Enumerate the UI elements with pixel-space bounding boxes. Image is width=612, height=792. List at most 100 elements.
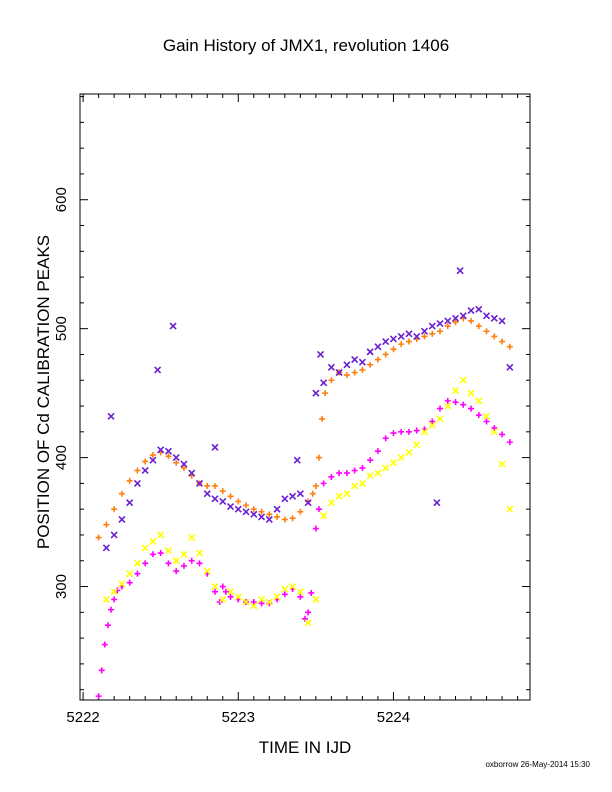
data-point: [235, 498, 242, 505]
data-point: [429, 418, 436, 425]
data-point: [258, 508, 265, 515]
data-point: [305, 609, 312, 616]
data-point: [180, 562, 187, 569]
data-point: [452, 319, 459, 326]
data-point: [211, 495, 219, 503]
data-point: [413, 332, 421, 340]
data-point: [315, 454, 322, 461]
data-point: [180, 464, 187, 471]
data-point: [390, 430, 397, 437]
data-point: [157, 531, 165, 539]
data-point: [490, 428, 498, 436]
data-point: [126, 477, 133, 484]
data-point: [180, 550, 188, 558]
data-point: [164, 447, 173, 455]
data-point: [468, 405, 475, 412]
x-tick-label: 5223: [222, 709, 255, 726]
data-point: [219, 583, 226, 590]
data-point: [227, 593, 234, 600]
data-point: [413, 427, 420, 434]
data-point: [219, 488, 226, 495]
data-point: [108, 606, 115, 613]
axis-ticks: 5222 5223 5224 300 400 500 600: [53, 94, 530, 726]
data-point: [358, 358, 366, 366]
data-point: [429, 330, 436, 337]
data-point: [483, 328, 490, 335]
data-point: [467, 389, 475, 397]
data-point: [382, 337, 390, 346]
data-point: [304, 619, 312, 627]
data-point: [188, 533, 196, 542]
data-point: [398, 341, 405, 348]
data-point: [327, 499, 335, 507]
data-point: [320, 480, 327, 487]
data-point: [289, 492, 297, 500]
series-2: [102, 267, 514, 552]
data-point: [281, 516, 288, 523]
data-point: [312, 482, 319, 489]
data-point: [242, 598, 250, 606]
data-point: [366, 348, 374, 356]
data-point: [433, 499, 441, 507]
data-point: [436, 319, 444, 328]
data-point: [296, 490, 304, 498]
data-point: [420, 428, 429, 436]
data-point: [281, 585, 289, 593]
data-point: [243, 502, 250, 509]
data-point: [304, 499, 312, 507]
data-point: [498, 317, 506, 325]
data-point: [211, 582, 219, 591]
data-point: [491, 424, 498, 431]
data-point: [343, 490, 351, 498]
data-point: [250, 506, 257, 513]
data-point: [312, 389, 320, 397]
data-point: [296, 588, 304, 596]
data-point: [107, 412, 115, 420]
data-point: [110, 531, 118, 539]
data-point: [390, 346, 397, 353]
data-point: [374, 448, 381, 455]
data-point: [444, 397, 451, 404]
data-point: [203, 490, 211, 498]
data-point: [111, 596, 118, 603]
x-tick-label: 5222: [66, 709, 99, 726]
plot-frame: [79, 93, 531, 701]
y-axis-label: POSITION OF Cd CALIBRATION PEAKS: [34, 234, 53, 550]
data-point: [157, 446, 165, 454]
data-point: [506, 439, 513, 446]
chart-title: Gain History of JMX1, revolution 1406: [162, 36, 450, 55]
data-point: [101, 641, 108, 648]
data-point: [227, 493, 234, 500]
data-point: [293, 456, 301, 464]
data-point: [118, 515, 126, 524]
data-point: [459, 376, 467, 384]
data-point: [173, 568, 180, 575]
data-point: [196, 560, 203, 567]
data-point: [222, 588, 229, 595]
data-point: [374, 356, 381, 363]
data-point: [382, 464, 390, 472]
data-point: [265, 515, 273, 524]
data-point: [242, 508, 250, 516]
data-point: [250, 602, 258, 610]
data-point: [126, 579, 133, 586]
data-point: [289, 515, 296, 522]
data-point: [195, 479, 204, 487]
data-point: [343, 361, 351, 369]
data-point: [351, 369, 358, 376]
data-point: [483, 418, 490, 425]
series-3: [102, 376, 514, 627]
data-point: [444, 317, 452, 325]
data-point: [366, 472, 374, 480]
data-point: [126, 570, 134, 578]
data-point: [475, 323, 482, 330]
data-point: [506, 505, 514, 513]
x-axis-label: TIME IN IJD: [258, 738, 352, 757]
data-point: [173, 459, 180, 466]
data-point: [359, 464, 366, 471]
data-point: [180, 460, 188, 468]
data-point: [102, 544, 110, 552]
data-point: [316, 350, 325, 359]
data-point: [444, 402, 452, 410]
data-point: [165, 560, 172, 567]
